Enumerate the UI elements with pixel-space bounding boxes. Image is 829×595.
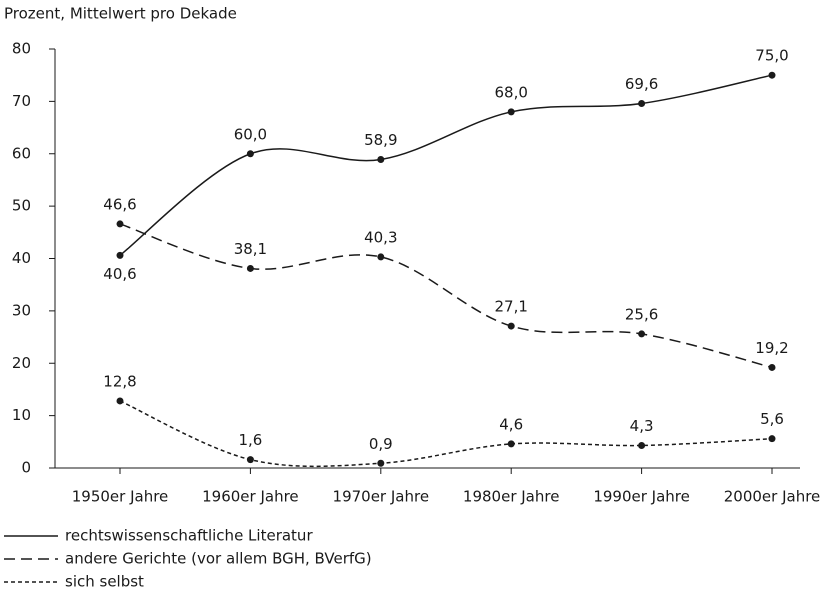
- data-point: [638, 330, 646, 338]
- x-tick-label: 1980er Jahre: [463, 488, 560, 506]
- data-label: 46,6: [103, 195, 136, 213]
- chart-title: Prozent, Mittelwert pro Dekade: [4, 5, 237, 23]
- data-point: [116, 220, 124, 228]
- y-tick-label: 20: [12, 354, 31, 372]
- data-label: 12,8: [103, 372, 136, 390]
- data-label: 68,0: [494, 83, 527, 101]
- data-point: [116, 397, 124, 405]
- y-tick-label: 10: [12, 406, 31, 424]
- series-line: [119, 223, 773, 369]
- data-point: [377, 253, 385, 261]
- data-point: [507, 440, 515, 448]
- y-tick-label: 30: [12, 301, 31, 319]
- series-line: [119, 74, 773, 256]
- data-point: [246, 456, 254, 464]
- data-point: [507, 108, 515, 116]
- data-label: 19,2: [755, 339, 788, 357]
- y-tick-label: 80: [12, 40, 31, 58]
- x-tick-label: 1970er Jahre: [333, 488, 430, 506]
- legend-label: rechtswissenschaftliche Literatur: [65, 527, 313, 545]
- data-label: 4,3: [630, 417, 654, 435]
- data-point: [768, 435, 776, 443]
- legend-label: sich selbst: [65, 573, 144, 591]
- y-tick-label: 0: [21, 459, 31, 477]
- data-point: [377, 459, 385, 467]
- data-point: [768, 71, 776, 79]
- y-tick-label: 70: [12, 92, 31, 110]
- data-label: 38,1: [234, 240, 267, 258]
- data-point: [638, 441, 646, 449]
- data-point: [768, 363, 776, 371]
- x-tick-label: 2000er Jahre: [724, 488, 821, 506]
- data-point: [116, 251, 124, 259]
- data-label: 1,6: [238, 431, 262, 449]
- x-tick-label: 1950er Jahre: [72, 488, 169, 506]
- data-label: 60,0: [234, 125, 267, 143]
- x-tick-label: 1990er Jahre: [593, 488, 690, 506]
- y-tick-label: 60: [12, 144, 31, 162]
- data-point: [638, 99, 646, 107]
- data-label: 4,6: [499, 415, 523, 433]
- data-label: 58,9: [364, 131, 397, 149]
- series-line: [119, 400, 773, 468]
- data-label: 5,6: [760, 410, 784, 428]
- data-label: 25,6: [625, 305, 658, 323]
- data-label: 40,6: [103, 265, 136, 283]
- data-point: [507, 322, 515, 330]
- y-tick-label: 40: [12, 249, 31, 267]
- data-label: 69,6: [625, 75, 658, 93]
- data-label: 0,9: [369, 435, 393, 453]
- data-point: [246, 150, 254, 158]
- data-label: 40,3: [364, 228, 397, 246]
- x-tick-label: 1960er Jahre: [202, 488, 299, 506]
- data-label: 75,0: [755, 47, 788, 65]
- data-label: 27,1: [494, 298, 527, 316]
- legend-label: andere Gerichte (vor allem BGH, BVerfG): [65, 550, 372, 568]
- data-point: [377, 156, 385, 164]
- y-tick-label: 50: [12, 197, 31, 215]
- data-point: [246, 264, 254, 272]
